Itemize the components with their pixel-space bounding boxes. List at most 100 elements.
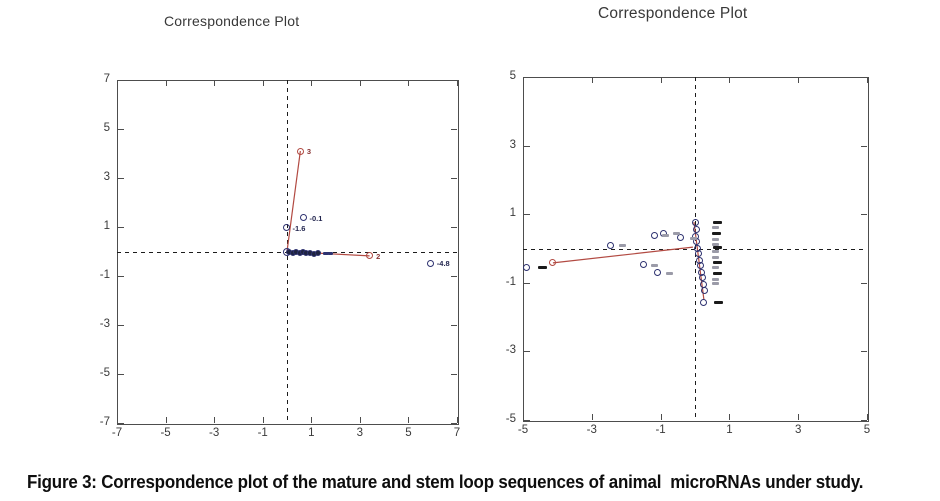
plot-area (523, 77, 869, 422)
x-tick-mark-top (262, 80, 264, 86)
y-tick-label: -3 (99, 318, 110, 330)
y-tick-label: -5 (505, 413, 516, 425)
tiny-illegible-label-mark (712, 231, 722, 235)
x-tick-mark-top (165, 80, 167, 86)
blue-scattered-points-marker (677, 234, 685, 242)
tiny-illegible-label-mark (711, 226, 719, 230)
y-tick-label: -7 (99, 416, 110, 428)
y-tick-mark-left (118, 129, 124, 130)
tiny-illegible-label-mark (328, 251, 334, 255)
x-tick-mark-top (867, 77, 868, 83)
x-tick-mark-bottom (591, 414, 593, 420)
y-tick-mark-left (524, 214, 530, 216)
x-tick-mark-top (660, 77, 662, 83)
tiny-illegible-label-mark (711, 255, 719, 259)
y-tick-mark-left (118, 374, 124, 375)
x-tick-mark-bottom (165, 417, 167, 423)
point-label: 3 (306, 147, 312, 157)
y-tick-mark-left (118, 178, 124, 179)
blue-scattered-points-marker (522, 263, 530, 271)
y-tick-label: 1 (103, 220, 110, 232)
y-tick-label: 1 (509, 207, 516, 220)
point-label: -1.6 (292, 223, 306, 233)
chart-title: Correspondence Plot (598, 5, 748, 22)
tiny-illegible-label-mark (672, 232, 680, 236)
tiny-illegible-label-mark (713, 300, 723, 304)
y-tick-mark-right (861, 145, 867, 147)
tiny-illegible-label-mark (711, 265, 719, 269)
point-label: -0.1 (309, 213, 323, 223)
x-tick-mark-bottom (359, 417, 361, 423)
x-tick-label: -5 (160, 427, 171, 439)
x-tick-mark-top (408, 80, 410, 86)
x-tick-mark-bottom (798, 414, 800, 420)
x-tick-label: 1 (308, 427, 315, 439)
y-tick-mark-left (118, 423, 124, 424)
x-tick-mark-top (214, 80, 216, 86)
x-tick-label: 1 (726, 424, 733, 436)
tiny-illegible-label-mark (689, 237, 697, 241)
y-tick-label: 5 (509, 70, 516, 82)
x-tick-label: -3 (209, 427, 220, 439)
blue-vertical-chain-marker (700, 298, 708, 306)
point-label: -4.8 (436, 259, 450, 268)
y-tick-mark-right (451, 423, 457, 424)
y-tick-mark-right (861, 351, 867, 353)
tiny-illegible-label-mark (712, 245, 722, 249)
y-tick-mark-left (524, 282, 530, 284)
x-tick-label: 5 (863, 424, 871, 436)
x-tick-mark-bottom (729, 414, 731, 420)
tiny-illegible-label-mark (712, 220, 722, 224)
x-tick-label: 3 (356, 427, 364, 439)
x-tick-mark-bottom (523, 414, 524, 420)
x-tick-label: -1 (655, 424, 666, 436)
x-tick-label: 5 (405, 427, 412, 439)
y-tick-mark-right (451, 276, 457, 277)
x-tick-mark-bottom (214, 417, 216, 423)
x-tick-mark-top (311, 80, 313, 86)
y-tick-mark-left (118, 227, 124, 228)
x-tick-mark-top (457, 80, 458, 86)
x-tick-mark-bottom (117, 417, 118, 423)
x-tick-label: 3 (794, 424, 802, 436)
x-tick-label: -7 (111, 427, 123, 439)
blue-scattered-points-marker (650, 231, 658, 239)
x-tick-mark-top (359, 80, 361, 86)
point-label: 2 (376, 251, 381, 261)
blue-scattered-points-marker (606, 241, 614, 249)
y-tick-label: 3 (509, 138, 516, 151)
y-tick-mark-right (451, 80, 457, 81)
y-tick-label: 3 (103, 171, 110, 183)
x-tick-label: -3 (586, 424, 597, 436)
x-tick-mark-bottom (660, 414, 662, 420)
y-tick-mark-right (451, 325, 457, 326)
x-tick-mark-top (117, 80, 118, 86)
x-tick-mark-bottom (311, 417, 313, 423)
dense-origin-cluster-marker (314, 249, 321, 256)
y-tick-mark-right (451, 227, 457, 228)
red-vector-marker (296, 147, 304, 155)
x-tick-label: -1 (257, 427, 268, 439)
figure-caption: Figure 3: Correspondence plot of the mat… (27, 472, 864, 492)
blue-vertical-chain-marker (691, 218, 699, 226)
chart-title: Correspondence Plot (164, 13, 300, 29)
tiny-illegible-label-mark (651, 264, 659, 268)
y-tick-mark-right (451, 374, 457, 375)
tiny-illegible-label-mark (712, 261, 722, 265)
tiny-illegible-label-mark (661, 234, 669, 238)
y-tick-label: -3 (505, 344, 516, 357)
x-tick-mark-top (729, 77, 731, 83)
y-tick-label: 7 (103, 73, 110, 85)
x-tick-mark-bottom (867, 414, 868, 420)
tiny-illegible-label-mark (711, 277, 719, 281)
tiny-illegible-label-mark (712, 271, 722, 275)
y-tick-mark-left (118, 325, 124, 326)
y-tick-mark-right (861, 214, 867, 216)
y-tick-mark-right (451, 129, 457, 130)
blue-sequence-points-marker (426, 259, 434, 267)
x-tick-mark-top (591, 77, 593, 83)
x-tick-label: -5 (517, 424, 529, 436)
y-tick-mark-right (861, 282, 867, 284)
x-tick-mark-top (798, 77, 800, 83)
tiny-illegible-label-mark (711, 281, 719, 285)
